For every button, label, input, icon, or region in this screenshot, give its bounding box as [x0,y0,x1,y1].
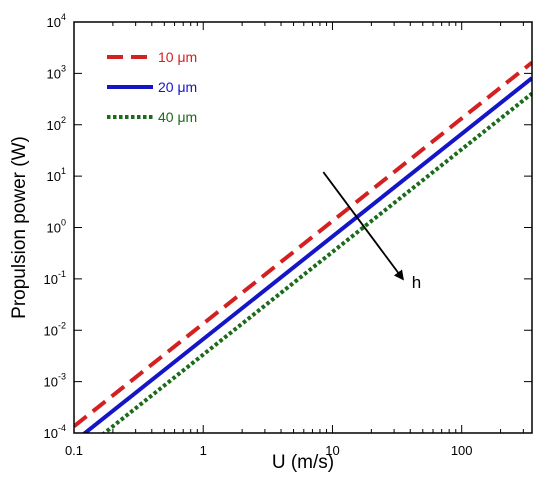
legend-label-3: 40 μm [158,109,197,125]
series-line-2 [81,76,532,433]
x-tick-label: 0.1 [65,443,83,458]
y-tick-label: 103 [47,63,66,81]
legend-label-2: 20 μm [158,79,197,95]
legend-label-1: 10 μm [158,49,197,65]
h-arrow-label: h [412,273,421,292]
y-axis-title: Propulsion power (W) [9,136,30,319]
y-tick-label: 10-2 [44,320,66,338]
y-tick-label: 100 [47,218,66,236]
series-line-1 [74,60,532,428]
x-axis-title: U (m/s) [272,452,334,473]
x-tick-label: 100 [451,443,473,458]
y-tick-label: 101 [47,166,66,184]
x-tick-label: 10 [325,443,339,458]
series-line-3 [101,91,532,433]
plot-frame [73,21,533,434]
h-arrow [322,171,404,281]
y-tick-label: 104 [47,12,66,30]
x-tick-label: 1 [200,443,207,458]
y-tick-label: 102 [47,115,66,133]
y-tick-label: 10-3 [44,372,66,390]
y-tick-label: 10-1 [44,269,66,287]
y-tick-label: 10-4 [44,423,66,441]
